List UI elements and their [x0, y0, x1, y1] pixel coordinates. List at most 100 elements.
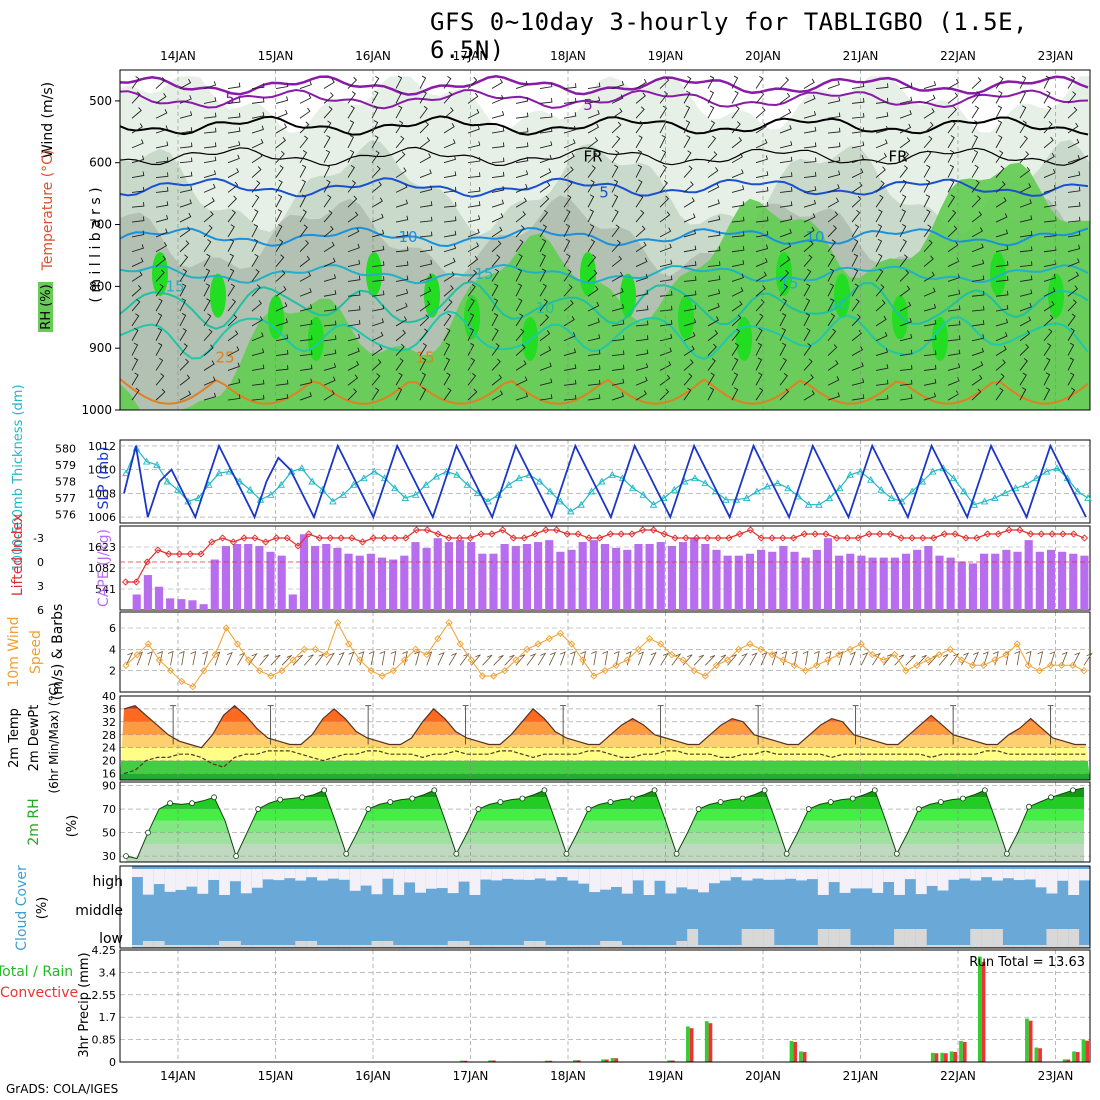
- wind-barb: [347, 195, 358, 208]
- wind-barb: [995, 245, 1009, 253]
- wind-barb: [995, 120, 1003, 134]
- li-point: [1070, 530, 1078, 538]
- cloud-high-bar: [883, 869, 895, 883]
- wind-barb: [323, 305, 337, 312]
- wind-barb: [227, 253, 235, 267]
- cape-bar: [612, 547, 621, 610]
- wind-barb: [755, 299, 765, 312]
- wind-barb: [467, 242, 480, 253]
- li-point: [434, 530, 442, 538]
- wind-barb: [635, 273, 648, 282]
- wind-barb-10m: [493, 654, 504, 666]
- credit-text: GrADS: COLA/IGES: [6, 1082, 119, 1096]
- li-axis-label: Lifted Index: [10, 514, 26, 596]
- wind-barb: [299, 240, 310, 253]
- wind-barb: [203, 239, 212, 252]
- li-point: [391, 534, 399, 542]
- wind-barb: [443, 123, 455, 134]
- wind-barb: [395, 167, 407, 178]
- wind-barb-10m: [791, 650, 798, 666]
- rh-spot: [424, 273, 440, 318]
- wind-barb: [611, 239, 621, 253]
- cloud-high-bar: [447, 869, 459, 894]
- li-point: [402, 534, 410, 542]
- wind-barb: [659, 320, 673, 327]
- cape-bar: [266, 551, 275, 610]
- wind-barb: [947, 363, 961, 371]
- wind-barb: [587, 82, 601, 89]
- wind-barb: [467, 201, 481, 208]
- wind-barb: [899, 301, 912, 312]
- thickness-point: [556, 497, 565, 505]
- rh-point: [519, 795, 526, 802]
- wind-barb: [995, 387, 1004, 401]
- precip-total-bar: [799, 1051, 803, 1062]
- wind-speed-point: [668, 651, 676, 659]
- slp-tick-label: 1006: [88, 511, 116, 524]
- wind-barb: [179, 254, 189, 267]
- wind-barb: [923, 364, 937, 371]
- wind-barb: [875, 299, 886, 312]
- wind-barb: [491, 94, 504, 104]
- wind-speed-point: [200, 667, 208, 675]
- wind-barb: [659, 149, 667, 163]
- li-point: [283, 534, 291, 542]
- wind-barb: [803, 142, 817, 149]
- wind-barb: [971, 305, 985, 312]
- date-label-top: 17JAN: [453, 49, 489, 63]
- wind-barb: [827, 184, 840, 193]
- wind-barb: [227, 195, 238, 208]
- rh-point: [365, 806, 372, 812]
- wind-barb: [371, 105, 379, 119]
- li-point: [736, 530, 744, 538]
- li-point: [757, 534, 765, 542]
- cape-bar: [333, 547, 342, 610]
- wind-barb: [563, 152, 575, 164]
- wind-barb: [227, 127, 241, 134]
- wind-barb: [179, 374, 191, 386]
- wind-barb: [467, 283, 476, 297]
- cloud-low-bar: [186, 945, 198, 947]
- cloud-low-bar: [1002, 945, 1014, 947]
- cloud-high-bar: [545, 869, 557, 881]
- wind-barb: [827, 225, 837, 238]
- wind-barb: [227, 141, 241, 149]
- thickness-point: [215, 469, 223, 477]
- cloud-low-bar: [425, 945, 437, 947]
- cloud-high-bar: [436, 869, 448, 889]
- wind-barb: [947, 225, 958, 238]
- wind-barb: [899, 365, 913, 371]
- rh-point: [893, 850, 900, 857]
- wind-speed-point: [278, 667, 286, 675]
- rh-point: [607, 799, 614, 805]
- cloud-low-bar: [262, 945, 274, 947]
- rh-spot: [678, 295, 694, 340]
- wind-barb: [947, 257, 960, 267]
- wind-barb: [659, 227, 672, 238]
- wind-barb: [539, 253, 547, 267]
- wind-barb: [155, 357, 164, 371]
- wind-barb-10m: [716, 654, 727, 666]
- thickness-point: [960, 487, 968, 495]
- precip-total-bar: [1034, 1047, 1039, 1062]
- wind-barb: [611, 80, 624, 89]
- wind-barb: [947, 320, 961, 327]
- li-point: [639, 526, 647, 534]
- cape-bar: [232, 544, 242, 610]
- wind-speed-point: [1058, 661, 1066, 669]
- cape-bar: [210, 559, 219, 610]
- wind-barb: [203, 328, 213, 342]
- cloud-low-bar: [415, 945, 426, 947]
- wind-barb-10m: [515, 654, 526, 666]
- wind-barb-10m: [559, 651, 566, 666]
- wind-barb: [347, 149, 355, 163]
- wind-barb: [587, 96, 601, 104]
- wind-barb: [683, 373, 693, 386]
- wind-barb: [587, 110, 600, 119]
- li-point: [326, 534, 334, 542]
- wind-barb: [443, 155, 457, 164]
- wind-barb: [611, 194, 619, 208]
- cape-bar: [467, 542, 476, 610]
- li-point: [660, 530, 668, 538]
- wind-barb: [227, 209, 236, 223]
